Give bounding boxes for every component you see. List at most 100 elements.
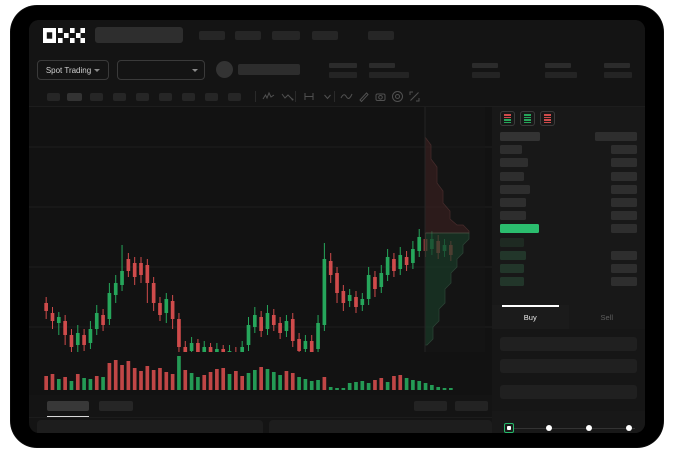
bottom-tab-bar: [29, 395, 492, 418]
chevron-down-icon[interactable]: [321, 90, 334, 103]
orderbook-size-cell: [611, 158, 637, 168]
orderbook-size-cell: [611, 224, 637, 234]
orderbook-size-cell: [611, 145, 637, 155]
bottom-action-2[interactable]: [455, 401, 488, 411]
orderbook-row[interactable]: [492, 158, 645, 168]
stepper-step-2[interactable]: [546, 425, 552, 431]
price-field[interactable]: [500, 337, 637, 351]
fullscreen-icon[interactable]: [408, 90, 421, 103]
market-stat-5: [604, 63, 632, 78]
stat-value: [604, 72, 632, 78]
camera-icon[interactable]: [374, 90, 387, 103]
nav-item-5[interactable]: [368, 31, 394, 40]
timeframe-button-9[interactable]: [228, 93, 241, 101]
nav-item-1[interactable]: [199, 31, 225, 40]
orderbook-row[interactable]: [492, 263, 645, 274]
timeframe-button-1[interactable]: [47, 93, 60, 101]
orderbook-size-cell: [595, 132, 637, 141]
trading-pair-select[interactable]: [117, 60, 205, 80]
stepper-indicator: [504, 423, 635, 433]
orderbook-row[interactable]: [492, 237, 645, 248]
coin-name-label: [238, 64, 300, 75]
orderbook-price-cell: [500, 250, 526, 260]
stepper-step-4[interactable]: [626, 425, 632, 431]
stat-label: [545, 63, 571, 68]
positions-panel[interactable]: [269, 420, 492, 433]
search-input[interactable]: [95, 27, 183, 43]
market-stat-3: [472, 63, 500, 78]
stat-value: [472, 72, 500, 78]
buy-sell-tabs: Buy Sell: [492, 305, 645, 329]
pencil-icon[interactable]: [357, 90, 370, 103]
stepper-step-3[interactable]: [586, 425, 592, 431]
chevron-down-icon: [94, 68, 101, 72]
market-stat-1: [329, 63, 357, 78]
market-type-label: Spot Trading: [45, 65, 92, 75]
orderbook-price-cell: [500, 211, 526, 221]
orderbook-row[interactable]: [492, 277, 645, 287]
orderbook-row[interactable]: [492, 171, 645, 182]
indicator-down-icon[interactable]: [281, 90, 294, 103]
order-form-panel[interactable]: [37, 420, 263, 433]
depth-overlay-chart: [424, 107, 485, 352]
bottom-action-1[interactable]: [414, 401, 447, 411]
timeframe-button-5[interactable]: [136, 93, 149, 101]
stepper-step-1[interactable]: [504, 423, 514, 433]
orderbook-price-cell: [500, 237, 524, 247]
compare-icon[interactable]: [303, 90, 316, 103]
timeframe-button-6[interactable]: [159, 93, 172, 101]
orderbook-row[interactable]: [492, 211, 645, 221]
tab-buy[interactable]: Buy: [492, 305, 569, 329]
divider: [29, 417, 492, 418]
orderbook-mode-asks[interactable]: [540, 111, 555, 126]
orderbook-mode-both[interactable]: [500, 111, 515, 126]
stat-label: [604, 63, 630, 68]
orderbook-price-cell: [500, 145, 522, 155]
nav-item-2[interactable]: [235, 31, 261, 40]
orderbook-row[interactable]: [492, 224, 645, 234]
line-chart-icon[interactable]: [340, 90, 353, 103]
orderbook-price-cell: [500, 184, 530, 194]
timeframe-button-4[interactable]: [113, 93, 126, 101]
orderbook-price-cell: [500, 158, 528, 168]
orderbook-price-cell: [500, 263, 524, 273]
nav-item-3[interactable]: [272, 31, 300, 40]
indicator-wave-icon[interactable]: [262, 90, 275, 103]
orderbook-mode-bids[interactable]: [520, 111, 535, 126]
volume-chart: [44, 356, 453, 390]
stat-value: [545, 72, 577, 78]
orderbook-price-cell: [500, 197, 526, 207]
market-stat-2: [369, 63, 409, 78]
okx-logo[interactable]: [43, 28, 85, 43]
settings-icon[interactable]: [391, 90, 404, 103]
candlestick-chart[interactable]: [29, 107, 492, 352]
orderbook-row[interactable]: [492, 145, 645, 155]
order-entry-form: [492, 329, 645, 411]
timeframe-button-3[interactable]: [90, 93, 103, 101]
price-chart[interactable]: [29, 107, 492, 395]
nav-item-4[interactable]: [312, 31, 338, 40]
orderbook-row[interactable]: [492, 250, 645, 261]
total-field[interactable]: [500, 385, 637, 399]
market-type-select[interactable]: Spot Trading: [37, 60, 109, 80]
stat-value: [329, 72, 357, 78]
orderbook-row[interactable]: [492, 184, 645, 195]
tab-sell[interactable]: Sell: [600, 312, 613, 322]
market-stat-4: [545, 63, 577, 78]
bottom-tab-1[interactable]: [47, 401, 89, 411]
timeframe-button-2[interactable]: [67, 93, 82, 101]
coin-avatar: [216, 61, 233, 78]
orderbook-row[interactable]: [492, 197, 645, 208]
stepper-track: [508, 427, 635, 429]
orderbook-size-cell: [611, 263, 637, 273]
timeframe-button-8[interactable]: [205, 93, 218, 101]
toolbar-divider: [334, 91, 335, 102]
top-navigation-bar: [29, 20, 645, 53]
bottom-tab-2[interactable]: [99, 401, 133, 411]
orderbook-panel: Buy Sell: [492, 107, 645, 433]
orderbook-price-cell: [500, 171, 524, 181]
orderbook-row[interactable]: [492, 132, 645, 142]
orderbook-size-cell: [611, 197, 637, 207]
timeframe-button-7[interactable]: [182, 93, 195, 101]
amount-field[interactable]: [500, 359, 637, 373]
